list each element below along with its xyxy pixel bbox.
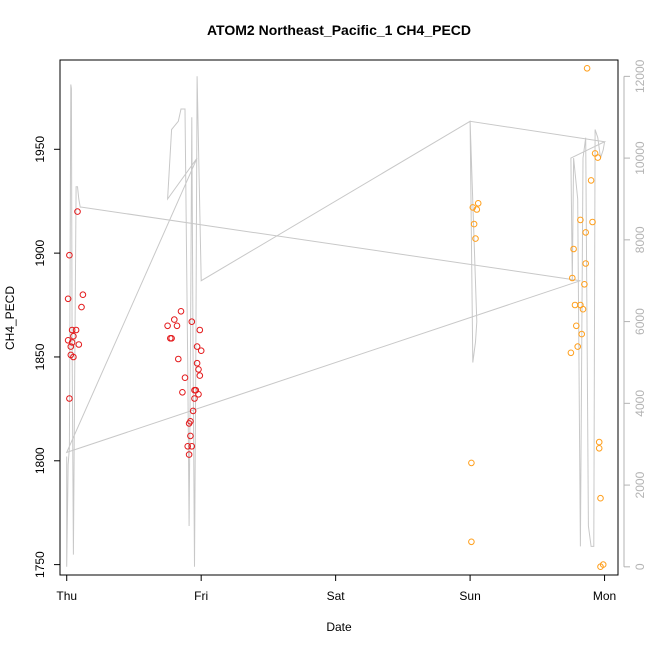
chart-title: ATOM2 Northeast_Pacific_1 CH4_PECD [207, 22, 471, 38]
data-point [79, 291, 87, 299]
data-point [68, 326, 76, 334]
data-point [67, 343, 75, 350]
data-point [164, 322, 171, 330]
data-point [578, 330, 586, 338]
y-tick-label: 1950 [33, 136, 47, 163]
data-point [595, 438, 603, 446]
data-point [66, 395, 73, 402]
plot-area [59, 59, 619, 576]
data-point [579, 305, 587, 313]
data-point [75, 341, 83, 348]
data-point [187, 432, 194, 440]
x-axis-label: Date [326, 620, 352, 634]
data-point [599, 561, 607, 568]
data-point [74, 208, 81, 215]
data-point [597, 494, 604, 502]
data-point [474, 200, 482, 207]
data-points-group [64, 65, 607, 571]
y2-tick-label: 10000 [633, 141, 647, 175]
data-point [582, 260, 590, 267]
y2-tick-label: 4000 [633, 390, 647, 417]
plot-frame [59, 59, 619, 576]
altitude-line [65, 76, 607, 567]
data-point [193, 343, 201, 350]
data-point [570, 245, 577, 253]
data-point [470, 220, 478, 228]
data-point [468, 459, 475, 467]
y-axis-label: CH4_PECD [3, 286, 17, 350]
data-point [571, 301, 579, 309]
data-point [197, 347, 205, 355]
data-point [187, 418, 194, 425]
x-tick-label: Fri [194, 589, 208, 603]
data-point [68, 339, 76, 346]
data-point [594, 154, 602, 161]
data-point [189, 407, 197, 415]
data-point [193, 359, 201, 367]
y2-tick-label: 8000 [633, 226, 647, 253]
x-tick-label: Mon [593, 589, 616, 603]
y-tick-label: 1900 [33, 239, 47, 266]
data-point [587, 177, 595, 184]
data-point [195, 366, 202, 373]
data-point [78, 303, 85, 311]
data-point [583, 65, 591, 72]
data-point [188, 443, 196, 450]
axes-group: Thu Fri Sat Sun Mon 1750 1800 1850 1900 1950 0 2000… [33, 59, 647, 603]
data-point [582, 229, 590, 236]
data-point [567, 349, 575, 357]
data-point [595, 445, 603, 452]
y-tick-label: 1850 [33, 343, 47, 370]
data-point [188, 318, 196, 326]
altitude-line-group [65, 76, 607, 567]
x-tick-label: Sat [327, 589, 346, 603]
data-point [573, 322, 580, 330]
data-point [473, 206, 481, 213]
y2-tick-label: 12000 [633, 59, 647, 93]
data-point [191, 395, 198, 402]
y2-tick-label: 2000 [633, 471, 647, 498]
data-point [196, 326, 204, 334]
data-point [184, 443, 191, 450]
data-point [179, 389, 186, 396]
data-point [177, 308, 185, 315]
data-point [196, 372, 204, 379]
data-point [472, 235, 479, 242]
y-tick-label: 1800 [33, 447, 47, 474]
data-point [175, 355, 182, 363]
data-point [171, 316, 178, 323]
data-point [195, 391, 202, 398]
data-point [181, 374, 189, 382]
data-point [574, 343, 582, 350]
data-point [185, 451, 193, 458]
data-point [589, 218, 596, 226]
data-point [577, 216, 584, 224]
y-tick-label: 1750 [33, 551, 47, 578]
data-point [70, 353, 77, 361]
x-tick-label: Thu [56, 589, 77, 603]
data-point [66, 251, 73, 259]
data-point [569, 274, 576, 282]
data-point [168, 335, 175, 342]
y2-tick-label: 6000 [633, 308, 647, 335]
data-point [70, 332, 77, 340]
data-point [468, 538, 475, 546]
data-point [72, 326, 80, 334]
data-point [173, 322, 181, 330]
y2-tick-label: 0 [633, 563, 647, 570]
data-point [581, 281, 588, 288]
data-point [64, 295, 72, 303]
x-tick-label: Sun [459, 589, 480, 603]
